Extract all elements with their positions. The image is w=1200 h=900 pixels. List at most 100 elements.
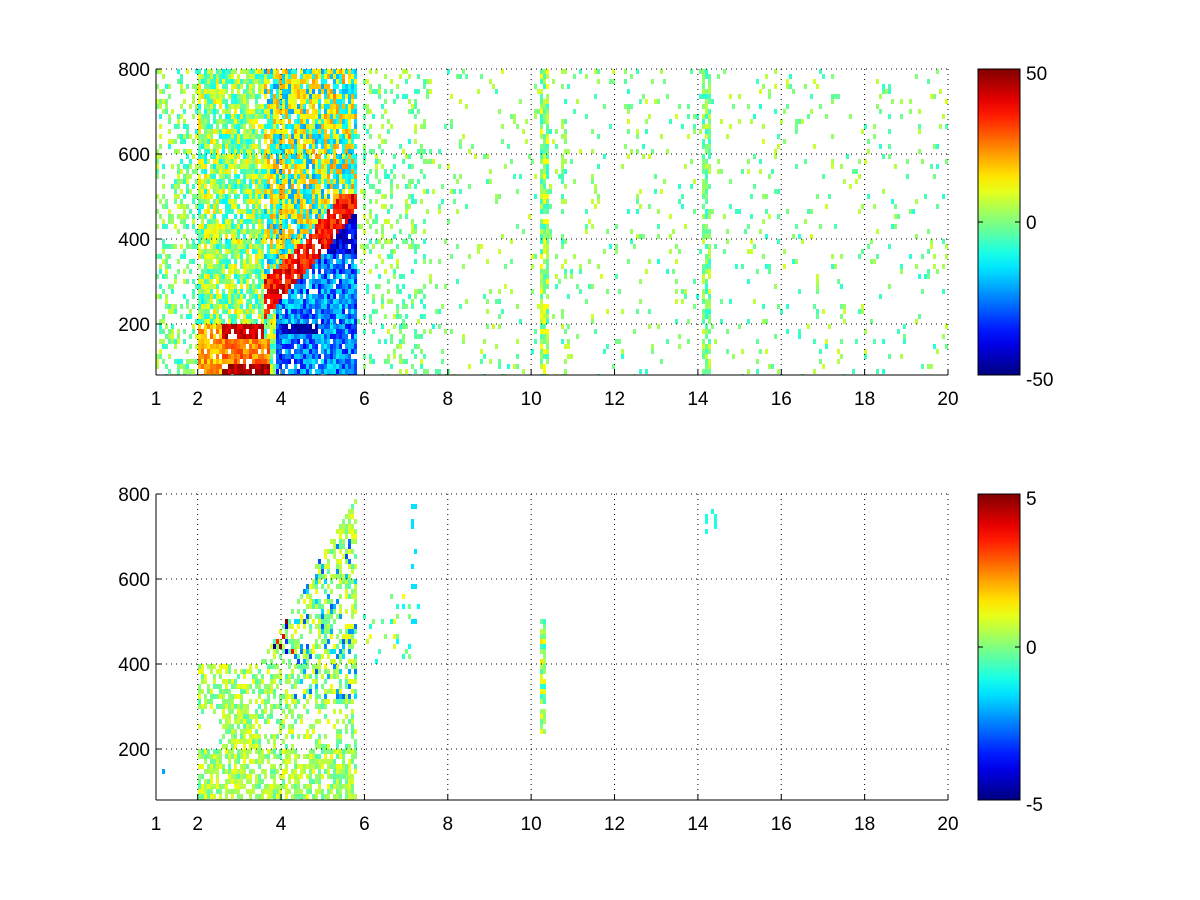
- heatmap-cell: [177, 359, 180, 364]
- heatmap-cell: [345, 369, 348, 374]
- heatmap-cell: [258, 274, 261, 279]
- heatmap-cell: [210, 279, 213, 284]
- heatmap-cell: [336, 234, 339, 239]
- heatmap-cell: [237, 684, 240, 689]
- heatmap-cell: [270, 324, 273, 329]
- heatmap-cell: [330, 284, 333, 289]
- heatmap-cell: [459, 74, 462, 79]
- heatmap-cell: [543, 329, 546, 334]
- heatmap-cell: [258, 144, 261, 149]
- heatmap-cell: [249, 134, 252, 139]
- heatmap-cell: [498, 359, 501, 364]
- heatmap-cell: [645, 129, 648, 134]
- heatmap-cell: [693, 129, 696, 134]
- heatmap-cell: [366, 179, 369, 184]
- heatmap-cell: [327, 349, 330, 354]
- heatmap-cell: [249, 719, 252, 724]
- heatmap-cell: [342, 224, 345, 229]
- heatmap-cell: [318, 274, 321, 279]
- heatmap-cell: [909, 109, 912, 114]
- heatmap-cell: [705, 314, 708, 319]
- heatmap-cell: [414, 329, 417, 334]
- heatmap-cell: [717, 74, 720, 79]
- heatmap-cell: [750, 194, 753, 199]
- heatmap-cell: [198, 94, 201, 99]
- heatmap-cell: [273, 209, 276, 214]
- heatmap-cell: [252, 339, 255, 344]
- heatmap-cell: [264, 204, 267, 209]
- heatmap-cell: [246, 704, 249, 709]
- heatmap-cell: [297, 104, 300, 109]
- heatmap-cell: [255, 684, 258, 689]
- heatmap-cell: [702, 139, 705, 144]
- heatmap-cell: [360, 259, 363, 264]
- heatmap-cell: [204, 124, 207, 129]
- heatmap-cell: [240, 324, 243, 329]
- heatmap-cell: [321, 294, 324, 299]
- heatmap-cell: [261, 334, 264, 339]
- heatmap-cell: [348, 204, 351, 209]
- heatmap-cell: [612, 79, 615, 84]
- heatmap-cell: [564, 149, 567, 154]
- heatmap-cell: [555, 274, 558, 279]
- heatmap-cell: [228, 309, 231, 314]
- heatmap-cell: [165, 259, 168, 264]
- heatmap-cell: [249, 209, 252, 214]
- heatmap-cell: [249, 74, 252, 79]
- heatmap-cell: [705, 199, 708, 204]
- heatmap-cell: [273, 179, 276, 184]
- heatmap-cell: [348, 229, 351, 234]
- heatmap-cell: [342, 234, 345, 239]
- heatmap-cell: [255, 729, 258, 734]
- heatmap-cell: [384, 239, 387, 244]
- heatmap-cell: [339, 249, 342, 254]
- heatmap-cell: [423, 369, 426, 374]
- heatmap-cell: [786, 104, 789, 109]
- heatmap-cell: [159, 354, 162, 359]
- heatmap-cell: [258, 189, 261, 194]
- heatmap-cell: [648, 114, 651, 119]
- heatmap-cell: [267, 229, 270, 234]
- heatmap-cell: [327, 344, 330, 349]
- heatmap-cell: [297, 169, 300, 174]
- heatmap-cell: [561, 234, 564, 239]
- heatmap-cell: [177, 334, 180, 339]
- heatmap-cell: [270, 139, 273, 144]
- heatmap-cell: [702, 119, 705, 124]
- heatmap-cell: [228, 179, 231, 184]
- heatmap-cell: [213, 364, 216, 369]
- heatmap-cell: [222, 244, 225, 249]
- heatmap-cell: [243, 274, 246, 279]
- heatmap-cell: [306, 369, 309, 374]
- heatmap-cell: [252, 199, 255, 204]
- heatmap-cell: [186, 124, 189, 129]
- heatmap-cell: [546, 319, 549, 324]
- heatmap-cell: [330, 264, 333, 269]
- heatmap-cell: [321, 179, 324, 184]
- heatmap-cell: [183, 134, 186, 139]
- heatmap-cell: [546, 154, 549, 159]
- heatmap-cell: [201, 669, 204, 674]
- heatmap-cell: [249, 84, 252, 89]
- heatmap-cell: [222, 299, 225, 304]
- heatmap-cell: [210, 789, 213, 794]
- heatmap-cell: [399, 369, 402, 374]
- heatmap-cell: [198, 104, 201, 109]
- heatmap-cell: [531, 289, 534, 294]
- heatmap-cell: [267, 294, 270, 299]
- heatmap-cell: [498, 299, 501, 304]
- heatmap-cell: [654, 99, 657, 104]
- heatmap-cell: [318, 354, 321, 359]
- heatmap-cell: [222, 79, 225, 84]
- heatmap-cell: [351, 279, 354, 284]
- heatmap-cell: [180, 134, 183, 139]
- heatmap-cell: [333, 364, 336, 369]
- heatmap-cell: [222, 134, 225, 139]
- heatmap-cell: [303, 259, 306, 264]
- heatmap-cell: [921, 159, 924, 164]
- heatmap-cell: [261, 354, 264, 359]
- heatmap-cell: [258, 309, 261, 314]
- heatmap-cell: [339, 199, 342, 204]
- heatmap-cell: [276, 114, 279, 119]
